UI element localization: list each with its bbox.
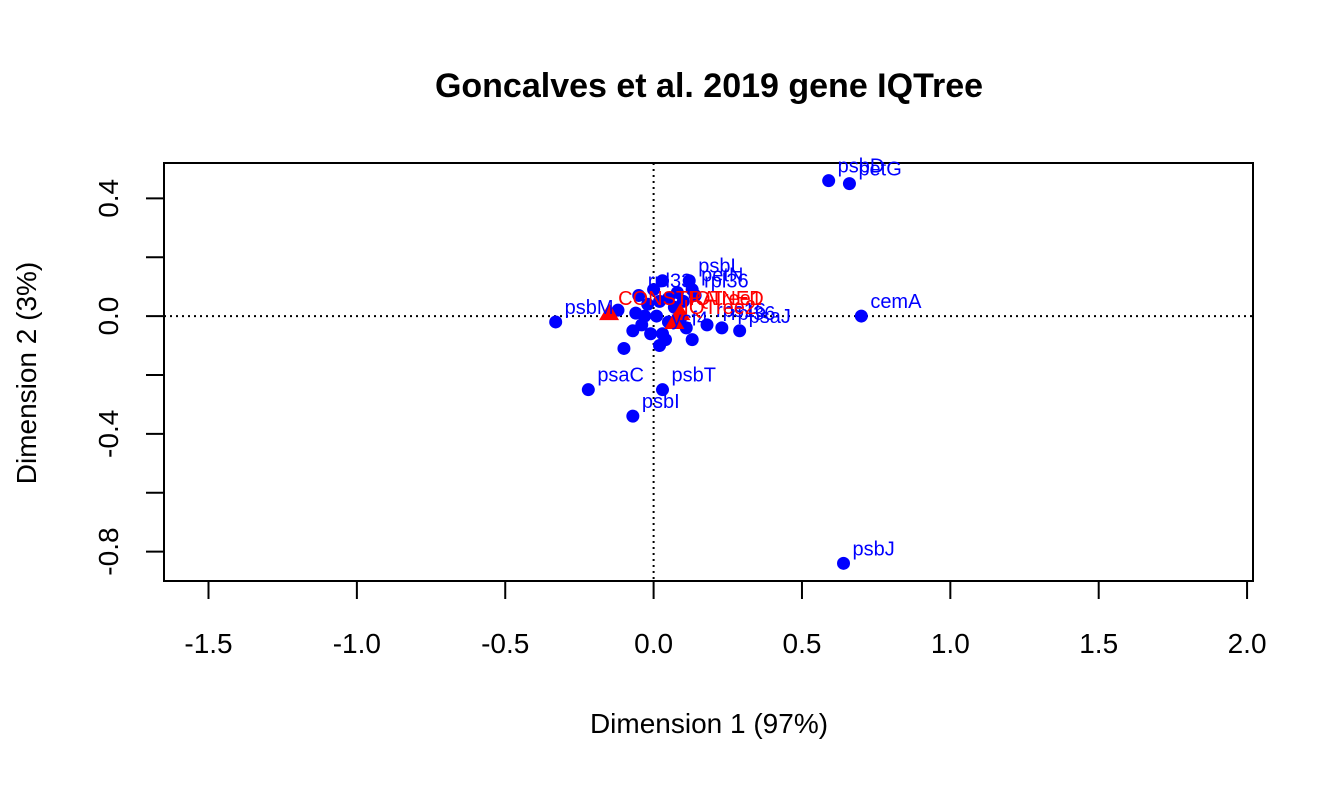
gene-point	[632, 288, 646, 302]
gene-point	[842, 177, 856, 191]
gene-point	[715, 321, 729, 335]
gene-point	[656, 274, 670, 288]
x-axis-label: Dimension 1 (97%)	[590, 708, 828, 739]
gene-point	[658, 333, 672, 347]
gene-point	[653, 294, 667, 308]
gene-point	[638, 309, 652, 323]
point-label: CONSTRAINED	[618, 288, 764, 310]
x-tick-label: 0.5	[783, 628, 822, 659]
point-label: psbI	[642, 391, 680, 413]
reference-lines	[164, 163, 1253, 581]
x-axis: -1.5 -1.0 -0.5 0.0 0.5 1.0 1.5 2.0	[184, 581, 1267, 659]
point-label: psbL	[698, 256, 741, 278]
tree-point	[664, 311, 685, 329]
point-label: IQTree1	[689, 288, 762, 310]
tree-point	[599, 303, 620, 321]
gene-point	[822, 174, 836, 188]
point-label: psbM	[565, 297, 614, 319]
point-label: psaC	[597, 365, 644, 387]
point-label: IQTree2	[683, 297, 756, 319]
gene-point	[549, 315, 563, 329]
x-tick-label: 1.5	[1079, 628, 1118, 659]
y-axis: -0.8 -0.4 0.0 0.4	[93, 179, 164, 576]
point-label: rpl36	[731, 303, 775, 325]
point-label: rpl36	[704, 270, 748, 292]
y-axis-label: Dimension 2 (3%)	[11, 262, 42, 485]
tree-point	[670, 303, 691, 321]
point-label: psbT	[672, 365, 716, 387]
gene-point	[644, 327, 658, 341]
x-tick-label: -1.5	[184, 628, 232, 659]
point-label: cemA	[870, 291, 922, 313]
data-points	[549, 174, 868, 570]
x-tick-label: 1.0	[931, 628, 970, 659]
point-label: psaJ	[749, 306, 791, 328]
point-label: rps16	[716, 300, 766, 322]
y-tick-label: 0.0	[93, 297, 124, 336]
point-label: rpl33	[648, 270, 692, 292]
gene-point	[837, 556, 851, 570]
gene-point	[647, 283, 661, 297]
x-tick-label: -0.5	[481, 628, 529, 659]
x-tick-label: 2.0	[1228, 628, 1267, 659]
x-tick-label: 0.0	[634, 628, 673, 659]
y-tick-label: -0.4	[93, 410, 124, 458]
point-label: psbD	[838, 156, 885, 178]
point-label: petG	[858, 159, 901, 181]
gene-point	[617, 341, 631, 355]
gene-point	[854, 309, 868, 323]
chart-title: Goncalves et al. 2019 gene IQTree	[435, 67, 983, 105]
gene-point	[733, 324, 747, 338]
gene-point	[581, 383, 595, 397]
point-label: ycf4	[672, 309, 709, 331]
plot-frame	[163, 162, 1254, 582]
x-tick-label: -1.0	[333, 628, 381, 659]
gene-point	[700, 318, 714, 332]
gene-point	[650, 309, 664, 323]
y-tick-label: 0.4	[93, 179, 124, 218]
point-label: psbJ	[853, 538, 895, 560]
point-label: petN	[701, 265, 743, 287]
y-tick-label: -0.8	[93, 527, 124, 575]
gene-point	[656, 383, 670, 397]
gene-point	[626, 409, 640, 423]
gene-point	[688, 288, 702, 302]
gene-point	[641, 297, 655, 311]
gene-point	[679, 321, 693, 335]
gene-point	[685, 333, 699, 347]
